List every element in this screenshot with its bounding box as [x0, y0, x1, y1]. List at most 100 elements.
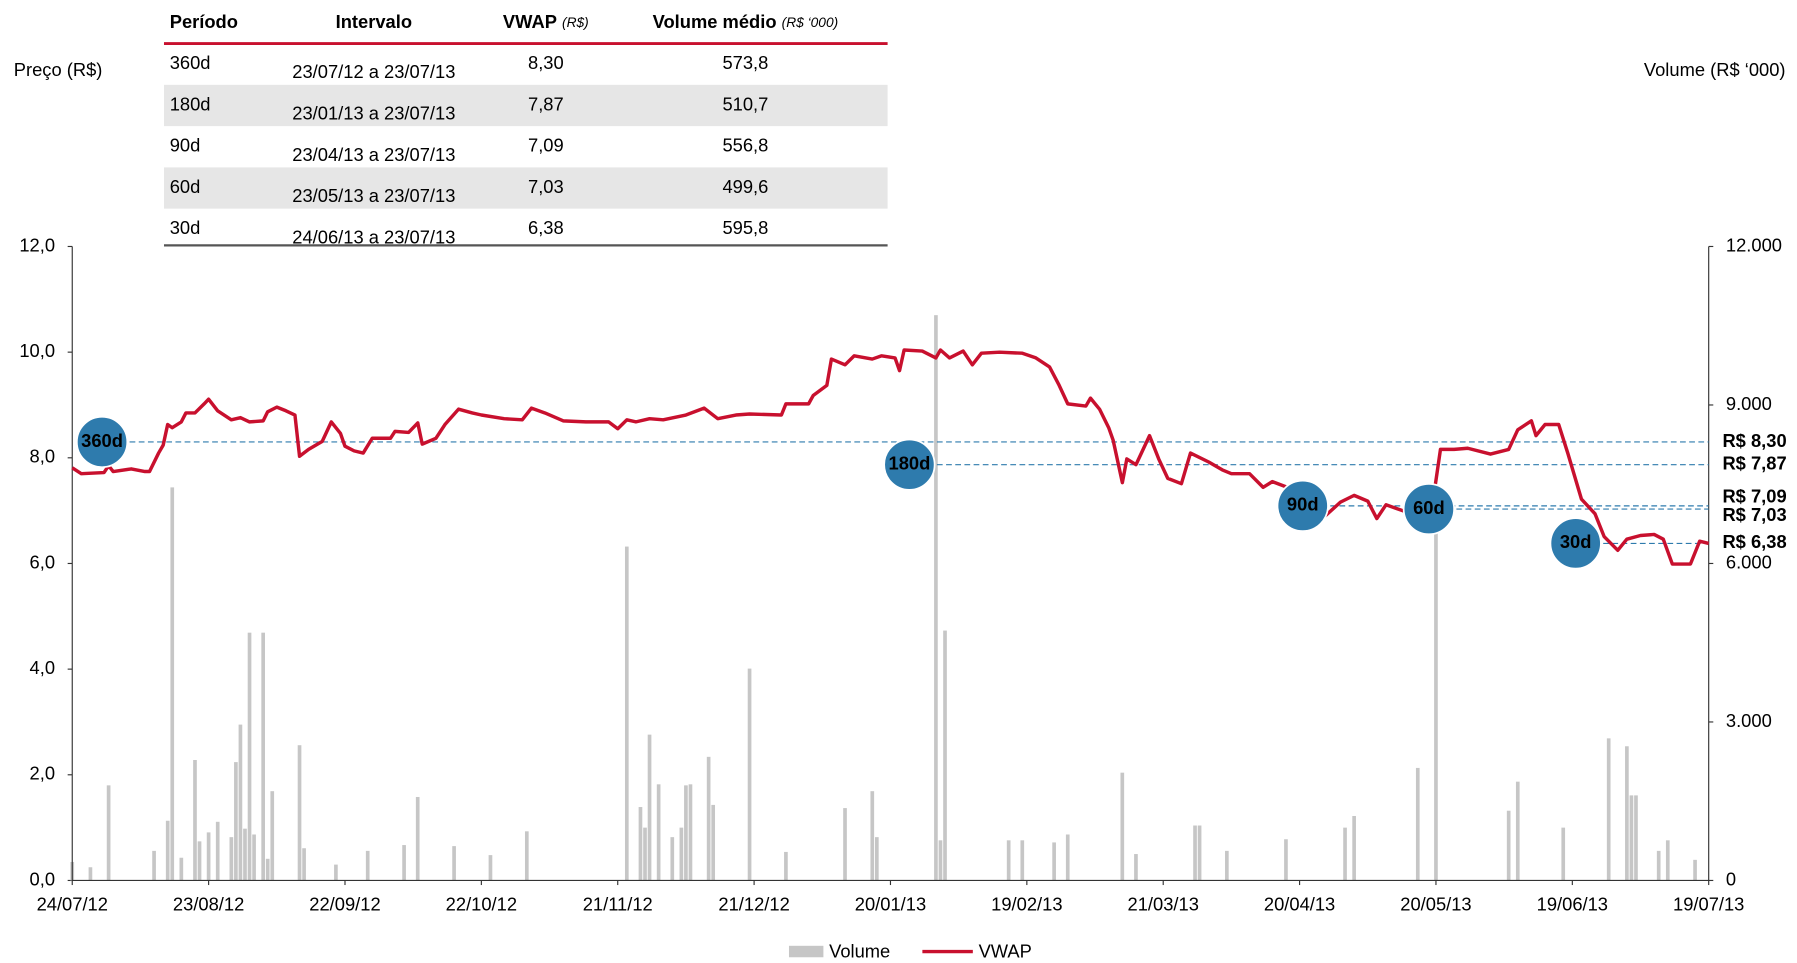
reference-label: R$ 7,87 [1722, 453, 1786, 474]
y2-tick-label: 0 [1726, 868, 1736, 889]
volume-bar [938, 840, 943, 881]
table-header: Volume médio (R$ ‘000) [653, 11, 839, 32]
volume-bar [656, 784, 661, 881]
volume-bar [197, 841, 202, 881]
volume-bar [943, 630, 947, 881]
table-cell: 556,8 [722, 135, 768, 156]
volume-bar [1434, 527, 1438, 881]
volume-bar [1020, 840, 1025, 881]
table-cell: 510,7 [722, 93, 768, 114]
volume-bar [1665, 840, 1670, 881]
y-tick-label: 12,0 [19, 234, 55, 255]
volume-bar [270, 791, 275, 881]
x-tick-label: 19/02/13 [991, 894, 1062, 915]
volume-bar [179, 857, 184, 881]
volume-bar [647, 734, 652, 881]
y-tick-label: 2,0 [30, 763, 55, 784]
volume-bar [711, 804, 716, 881]
period-marker [1276, 479, 1329, 532]
volume-bar [265, 858, 270, 881]
x-tick-label: 23/08/12 [173, 894, 244, 915]
y-tick-label: 0,0 [30, 868, 55, 889]
y2-tick-label: 3.000 [1726, 710, 1772, 731]
header-text: VWAP [503, 11, 557, 32]
volume-bar [152, 850, 156, 881]
volume-bar [243, 828, 247, 881]
volume-bar [488, 855, 493, 881]
table-cell: 7,09 [528, 135, 564, 156]
volume-bar [247, 632, 252, 881]
volume-bar [206, 832, 211, 881]
volume-bar [252, 834, 256, 881]
volume-bar [679, 827, 684, 881]
x-tick-label: 21/11/12 [583, 894, 653, 915]
x-tick-label: 20/04/13 [1264, 894, 1335, 915]
table-cell: 24/06/13 a 23/07/13 [292, 226, 455, 247]
volume-bar [1625, 746, 1629, 881]
volume-bar [193, 760, 197, 881]
table-header: VWAP (R$) [503, 11, 589, 32]
volume-bar [170, 487, 175, 881]
reference-label: R$ 7,09 [1722, 486, 1786, 507]
y2-tick-label: 6.000 [1726, 551, 1772, 572]
table-cell: 499,6 [722, 176, 768, 197]
period-marker [75, 415, 129, 469]
period-marker-label: 360d [81, 430, 123, 451]
table-cell: 7,03 [528, 176, 564, 197]
period-marker-label: 180d [889, 453, 931, 474]
x-tick-label: 22/09/12 [309, 894, 380, 915]
table-row-band [163, 84, 888, 127]
volume-bar [365, 850, 370, 881]
volume-bar [1515, 781, 1520, 881]
volume-bar [402, 845, 406, 881]
volume-bar [1634, 795, 1638, 881]
volume-bar [215, 821, 220, 881]
table-cell: 7,87 [528, 93, 564, 114]
volume-bar [302, 848, 306, 881]
volume-bar [1134, 854, 1138, 881]
y-tick-label: 4,0 [30, 657, 55, 678]
header-text: Volume médio [653, 11, 777, 32]
volume-bar [165, 820, 170, 881]
x-tick-label: 21/12/12 [718, 894, 789, 915]
period-marker-label: 30d [1560, 531, 1592, 552]
volume-bar [1693, 859, 1697, 881]
table-cell: 90d [170, 135, 201, 156]
volume-bar [234, 762, 238, 881]
x-tick-label: 20/01/13 [855, 894, 926, 915]
volume-bar [1065, 834, 1070, 881]
table-cell: 595,8 [722, 217, 768, 238]
x-tick-label: 22/10/12 [446, 894, 517, 915]
volume-bar [870, 791, 875, 881]
y-axis-title: Preço (R$) [14, 59, 103, 80]
volume-bar [334, 864, 338, 881]
volume-bar [670, 837, 675, 881]
volume-bar [1506, 810, 1511, 881]
volume-bar [1629, 795, 1634, 881]
table-cell: 360d [170, 52, 211, 73]
period-marker [1549, 517, 1602, 570]
table-cell: 8,30 [528, 52, 564, 73]
volume-bar [1052, 842, 1056, 881]
volume-bar [934, 315, 938, 881]
header-text: Intervalo [336, 11, 412, 32]
x-tick-label: 19/07/13 [1673, 894, 1744, 915]
volume-bar [1656, 850, 1661, 881]
table-cell: 23/07/12 a 23/07/13 [292, 61, 455, 82]
y-tick-label: 10,0 [19, 340, 55, 361]
legend-label: VWAP [979, 941, 1032, 962]
table-header: Período [170, 11, 238, 32]
reference-label: R$ 8,30 [1722, 430, 1786, 451]
volume-bar [1120, 772, 1125, 881]
volume-bar [688, 784, 693, 881]
table-cell: 30d [170, 217, 201, 238]
y2-tick-label: 9.000 [1726, 393, 1772, 414]
table-cell: 573,8 [722, 52, 768, 73]
volume-bar [638, 807, 643, 881]
reference-label: R$ 7,03 [1722, 504, 1786, 525]
header-unit: (R$) [562, 15, 589, 30]
volume-bar [88, 867, 93, 881]
volume-bar [624, 546, 629, 881]
volume-bar [706, 756, 711, 881]
